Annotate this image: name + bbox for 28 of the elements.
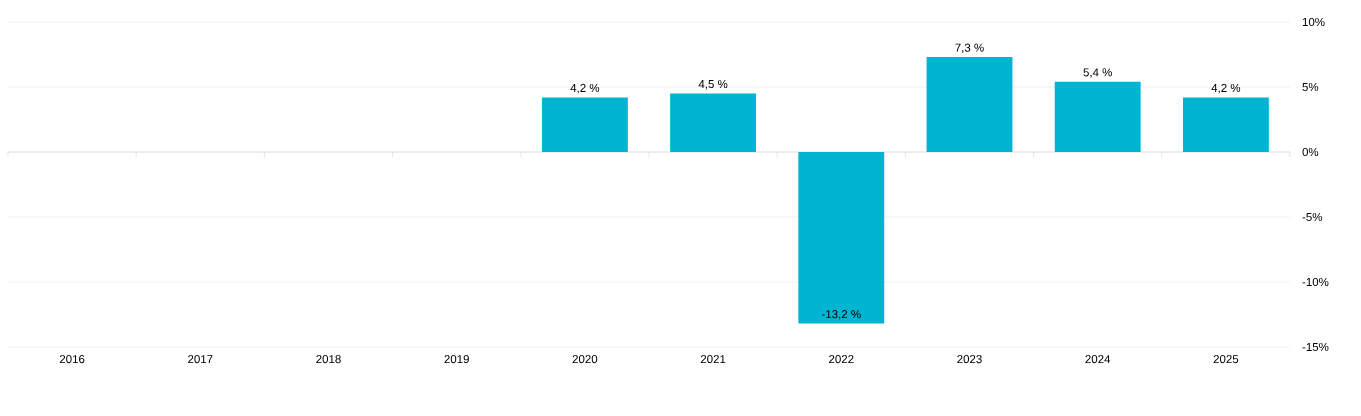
bar <box>1182 97 1269 152</box>
x-tick-label: 2022 <box>829 355 854 364</box>
y-tick-label: 5% <box>1302 82 1319 92</box>
y-tick-label: -10% <box>1302 277 1329 287</box>
data-label: 4,2 % <box>570 83 600 94</box>
y-tick-label: 10% <box>1302 17 1325 27</box>
x-tick-label: 2021 <box>700 355 726 364</box>
bar <box>798 152 885 324</box>
data-label: 5,4 % <box>1083 68 1112 78</box>
data-label: 7,3 % <box>955 43 984 54</box>
x-tick-label: 2016 <box>59 355 85 364</box>
x-tick-label: 2020 <box>572 355 598 364</box>
x-tick-label: 2017 <box>188 355 213 364</box>
data-label: -13,2 % <box>821 310 861 320</box>
bar <box>926 57 1013 152</box>
x-tick-label: 2023 <box>957 355 982 364</box>
y-tick-label: -5% <box>1302 212 1323 222</box>
data-label: 4,2 % <box>1211 83 1241 94</box>
x-tick-label: 2024 <box>1085 355 1111 364</box>
y-tick-label: -15% <box>1302 342 1329 352</box>
x-tick-label: 2019 <box>444 355 469 364</box>
x-tick-label: 2025 <box>1213 355 1239 364</box>
bar <box>1054 81 1141 152</box>
bar <box>670 93 757 152</box>
data-label: 4,5 % <box>698 80 728 90</box>
x-tick-label: 2018 <box>316 355 341 364</box>
bar <box>541 97 628 152</box>
y-tick-label: 0% <box>1302 147 1319 157</box>
